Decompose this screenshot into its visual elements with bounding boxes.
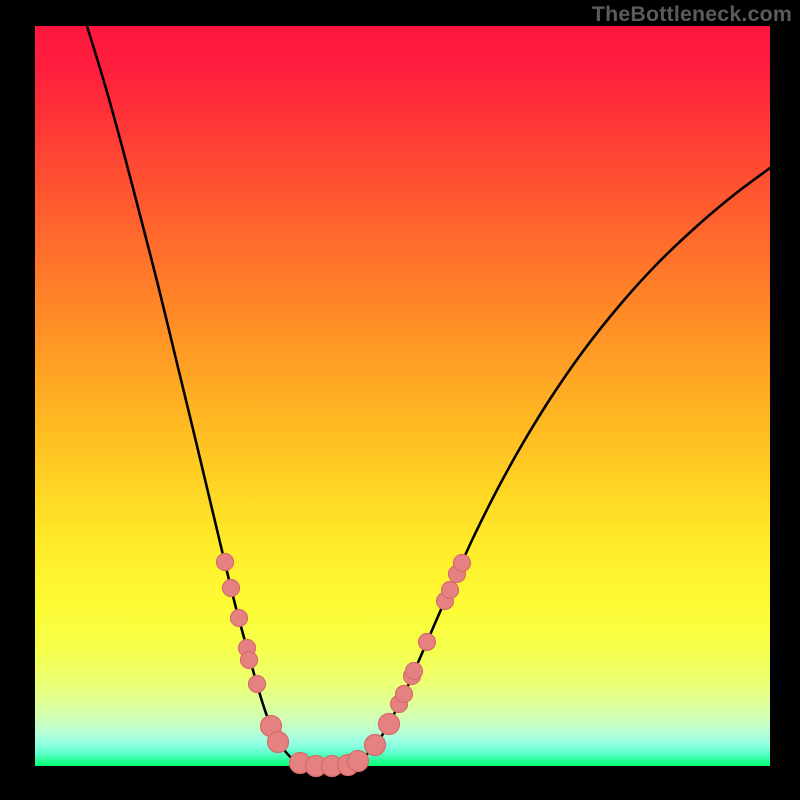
chart-svg: [0, 0, 800, 800]
data-marker: [241, 652, 258, 669]
data-marker: [365, 735, 386, 756]
data-marker: [379, 714, 400, 735]
data-marker: [223, 580, 240, 597]
plot-area: [35, 26, 770, 766]
data-marker: [348, 751, 369, 772]
chart-canvas: { "watermark": { "text": "TheBottleneck.…: [0, 0, 800, 800]
data-marker: [217, 554, 234, 571]
data-marker: [396, 686, 413, 703]
data-marker: [249, 676, 266, 693]
data-marker: [268, 732, 289, 753]
data-marker: [454, 555, 471, 572]
data-marker: [419, 634, 436, 651]
watermark-text: TheBottleneck.com: [592, 2, 792, 27]
data-marker: [231, 610, 248, 627]
data-marker: [406, 663, 423, 680]
data-marker: [442, 582, 459, 599]
